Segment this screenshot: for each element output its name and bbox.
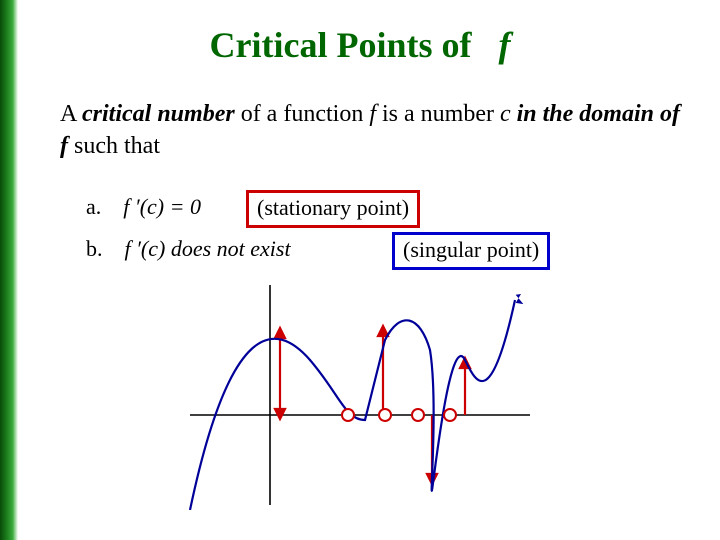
item-a-label: a. — [86, 194, 101, 219]
item-b-label: b. — [86, 236, 103, 261]
definition-paragraph: A critical number of a function f is a n… — [60, 98, 680, 163]
def-t4: such that — [68, 133, 160, 159]
decorative-sidebar — [0, 0, 18, 540]
singular-point-label: (singular point) — [403, 237, 539, 262]
item-b: b. f ′(c) does not exist — [86, 236, 291, 262]
item-b-lhs: f ′(c) does not exist — [125, 236, 291, 261]
item-a-lhs: f ′(c) = 0 — [123, 194, 201, 219]
stationary-point-box: (stationary point) — [246, 190, 420, 228]
singular-point-box: (singular point) — [392, 232, 550, 270]
def-f2: f — [60, 133, 68, 159]
def-f1: f — [369, 101, 376, 127]
def-critical-number: critical number — [82, 101, 235, 127]
tangent-markers — [275, 326, 470, 484]
def-t2: of a function — [235, 101, 370, 127]
title-text: Critical Points of — [210, 25, 472, 65]
def-t1: A — [60, 101, 82, 127]
page-title: Critical Points of f — [0, 24, 720, 66]
item-a: a. f ′(c) = 0 — [86, 194, 201, 220]
stationary-point-label: (stationary point) — [257, 195, 409, 220]
def-c: c — [500, 101, 511, 127]
function-curve — [190, 300, 515, 510]
def-t3: is a number — [376, 101, 500, 127]
title-var-f: f — [498, 25, 510, 65]
def-in-domain: in the domain of — [517, 101, 680, 127]
critical-points-graph — [170, 280, 540, 510]
